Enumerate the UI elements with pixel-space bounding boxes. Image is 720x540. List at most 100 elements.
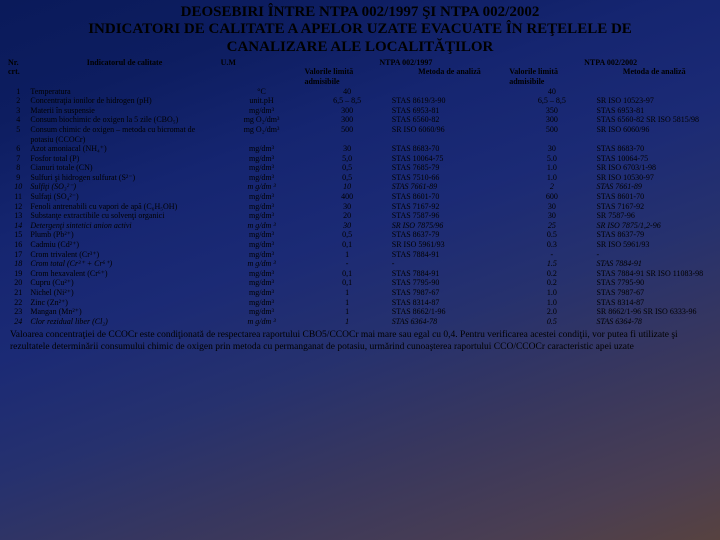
- cell-val-2002: 1.0: [508, 163, 595, 173]
- table-row: 5Consum chimic de oxigen – metoda cu bic…: [7, 125, 713, 144]
- cell-indicator: Temperatura: [29, 87, 219, 97]
- cell-val-1997: 30: [303, 221, 390, 231]
- cell-met-2002: STAS 10064-75: [595, 154, 713, 164]
- data-table: Nr. crt. Indicatorul de calitate U.M NTP…: [7, 58, 713, 327]
- cell-um: mg/dm³: [220, 307, 304, 317]
- cell-val-1997: 500: [303, 125, 390, 144]
- hdr-nr: Nr. crt.: [7, 58, 29, 87]
- title-line-1: DEOSEBIRI ÎNTRE NTPA 002/1997 ŞI NTPA 00…: [0, 4, 720, 21]
- cell-nr: 14: [7, 221, 29, 231]
- cell-met-1997: STAS 7987-67: [391, 288, 508, 298]
- cell-indicator: Plumb (Pb²⁺): [29, 230, 219, 240]
- cell-met-2002: STAS 7795-90: [595, 278, 713, 288]
- cell-nr: 22: [7, 298, 29, 308]
- cell-um: mg/dm³: [220, 106, 304, 116]
- cell-indicator: Crom total (Cr³⁺ + Cr⁶⁺): [29, 259, 219, 269]
- table-row: 13Substanţe extractibile cu solvenţi org…: [7, 211, 713, 221]
- table-row: 21Nichel (Ni²⁺)mg/dm³1STAS 7987-671.0STA…: [7, 288, 713, 298]
- cell-val-2002: 25: [508, 221, 595, 231]
- cell-val-2002: 1.0: [508, 288, 595, 298]
- cell-indicator: Mangan (Mn²⁺): [29, 307, 219, 317]
- cell-met-1997: STAS 6560-82: [391, 115, 508, 125]
- cell-nr: 1: [7, 87, 29, 97]
- cell-indicator: Nichel (Ni²⁺): [29, 288, 219, 298]
- cell-val-1997: 40: [303, 87, 390, 97]
- cell-nr: 6: [7, 144, 29, 154]
- cell-nr: 12: [7, 202, 29, 212]
- table-row: 2Concentraţia ionilor de hidrogen (pH)un…: [7, 96, 713, 106]
- cell-val-1997: 0,1: [303, 269, 390, 279]
- cell-met-2002: SR ISO 6703/1-98: [595, 163, 713, 173]
- cell-met-1997: SR ISO 7875/96: [391, 221, 508, 231]
- cell-indicator: Fenoli antrenabili cu vapori de apă (C₆H…: [29, 202, 219, 212]
- cell-val-2002: 0.2: [508, 278, 595, 288]
- cell-met-1997: -: [391, 259, 508, 269]
- cell-um: mg/dm³: [220, 278, 304, 288]
- cell-um: mg/dm³: [220, 250, 304, 260]
- table-row: 11Sulfaţi (SO₄²⁻)mg/dm³400STAS 8601-7060…: [7, 192, 713, 202]
- cell-nr: 8: [7, 163, 29, 173]
- cell-met-1997: STAS 8637-79: [391, 230, 508, 240]
- cell-val-1997: 0,1: [303, 240, 390, 250]
- cell-val-1997: 5,0: [303, 154, 390, 164]
- table-row: 9Sulfuri şi hidrogen sulfurat (S²⁻)mg/dm…: [7, 173, 713, 183]
- cell-indicator: Detergenţi sintetici anion activi: [29, 221, 219, 231]
- cell-met-1997: STAS 8683-70: [391, 144, 508, 154]
- cell-um: mg O₂/dm³: [220, 125, 304, 144]
- cell-met-2002: SR ISO 6060/96: [595, 125, 713, 144]
- cell-val-1997: 1: [303, 307, 390, 317]
- cell-met-2002: SR 8662/1-96 SR ISO 6333-96: [595, 307, 713, 317]
- cell-indicator: Materii în suspensie: [29, 106, 219, 116]
- cell-nr: 18: [7, 259, 29, 269]
- cell-um: mg/dm³: [220, 230, 304, 240]
- cell-indicator: Fosfor total (P): [29, 154, 219, 164]
- cell-met-2002: SR ISO 10530-97: [595, 173, 713, 183]
- cell-met-1997: [391, 87, 508, 97]
- cell-val-2002: 0.5: [508, 317, 595, 327]
- cell-met-2002: STAS 7884-91 SR ISO 11083-98: [595, 269, 713, 279]
- cell-um: m g/dm ³: [220, 221, 304, 231]
- table-row: 19Crom hexavalent (Cr⁶⁺)mg/dm³0,1STAS 78…: [7, 269, 713, 279]
- cell-met-2002: -: [595, 250, 713, 260]
- table-row: 22Zinc (Zn²⁺)mg/dm³1STAS 8314-871.0STAS …: [7, 298, 713, 308]
- cell-um: °C: [220, 87, 304, 97]
- cell-indicator: Sulfiţi (SO₃²⁻): [29, 182, 219, 192]
- cell-nr: 10: [7, 182, 29, 192]
- cell-indicator: Cupru (Cu²⁺): [29, 278, 219, 288]
- cell-val-2002: 0.3: [508, 240, 595, 250]
- cell-nr: 19: [7, 269, 29, 279]
- cell-indicator: Azot amoniacal (NH₄⁺): [29, 144, 219, 154]
- cell-met-2002: STAS 7661-89: [595, 182, 713, 192]
- cell-indicator: Sulfaţi (SO₄²⁻): [29, 192, 219, 202]
- cell-nr: 2: [7, 96, 29, 106]
- hdr-group-1997: NTPA 002/1997: [303, 58, 508, 68]
- cell-val-2002: 6,5 – 8,5: [508, 96, 595, 106]
- table-row: 24Clor rezidual liber (Cl₂)m g/dm ³1STAS…: [7, 317, 713, 327]
- cell-val-1997: 300: [303, 115, 390, 125]
- cell-met-2002: STAS 8683-70: [595, 144, 713, 154]
- cell-val-2002: 1.0: [508, 173, 595, 183]
- table-row: 18Crom total (Cr³⁺ + Cr⁶⁺)m g/dm ³--1.5S…: [7, 259, 713, 269]
- hdr-met-1997: Metoda de analiză: [391, 67, 508, 86]
- cell-val-2002: 2.0: [508, 307, 595, 317]
- cell-met-2002: STAS 8314-87: [595, 298, 713, 308]
- cell-met-2002: SR ISO 10523-97: [595, 96, 713, 106]
- cell-met-1997: STAS 7884-91: [391, 250, 508, 260]
- cell-met-1997: STAS 7685-79: [391, 163, 508, 173]
- cell-nr: 15: [7, 230, 29, 240]
- cell-met-1997: STAS 7795-90: [391, 278, 508, 288]
- table-row: 6Azot amoniacal (NH₄⁺)mg/dm³30STAS 8683-…: [7, 144, 713, 154]
- cell-met-1997: STAS 6364-78: [391, 317, 508, 327]
- title-block: DEOSEBIRI ÎNTRE NTPA 002/1997 ŞI NTPA 00…: [0, 0, 720, 56]
- cell-met-1997: STAS 7167-92: [391, 202, 508, 212]
- cell-val-1997: 0,1: [303, 278, 390, 288]
- cell-val-1997: 400: [303, 192, 390, 202]
- cell-met-1997: SR ISO 5961/93: [391, 240, 508, 250]
- cell-met-2002: STAS 6560-82 SR ISO 5815/98: [595, 115, 713, 125]
- cell-nr: 7: [7, 154, 29, 164]
- hdr-val-1997: Valorile limită admisibile: [303, 67, 390, 86]
- cell-nr: 13: [7, 211, 29, 221]
- cell-indicator: Consum biochimic de oxigen la 5 zile (CB…: [29, 115, 219, 125]
- cell-nr: 17: [7, 250, 29, 260]
- cell-met-1997: STAS 8314-87: [391, 298, 508, 308]
